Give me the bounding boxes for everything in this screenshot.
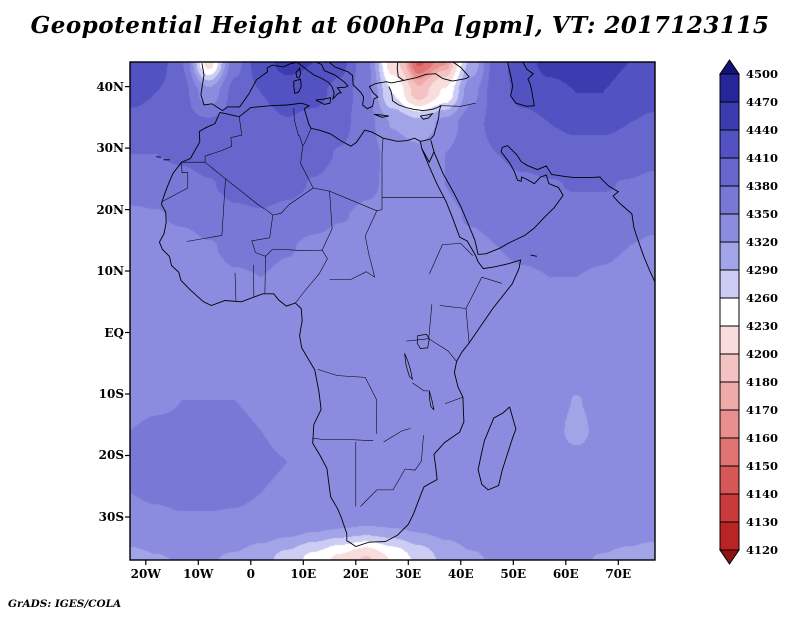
- grads-credit: GrADS: IGES/COLA: [8, 598, 122, 610]
- x-tick-label: 30E: [395, 567, 422, 581]
- map-plot-area: [125, 61, 656, 565]
- colorbar-tick-label: 4290: [746, 263, 779, 277]
- x-tick-label: 0: [246, 567, 255, 581]
- y-tick-label: 40N: [96, 79, 124, 94]
- x-tick-label: 10E: [290, 567, 317, 581]
- y-tick-label: EQ: [104, 325, 124, 340]
- colorbar-tick-label: 4470: [746, 95, 779, 109]
- x-tick-label: 60E: [552, 567, 579, 581]
- y-tick-label: 10N: [96, 264, 124, 279]
- x-tick-label: 20W: [130, 567, 161, 581]
- colorbar-tick-label: 4320: [746, 235, 779, 249]
- colorbar-tick-label: 4200: [746, 347, 779, 361]
- colorbar-tick-label: 4350: [746, 207, 779, 221]
- colorbar-tick-label: 4500: [746, 67, 779, 81]
- y-tick-label: 20S: [98, 448, 124, 463]
- colorbar-tick-label: 4260: [746, 291, 779, 305]
- y-tick-label: 10S: [98, 387, 124, 401]
- colorbar-tick-label: 4130: [746, 515, 779, 529]
- plot-title: Geopotential Height at 600hPa [gpm], VT:…: [30, 12, 770, 39]
- colorbar-tick-label: 4380: [746, 179, 779, 193]
- colorbar-tick-label: 4440: [746, 123, 779, 137]
- colorbar-tick-label: 4180: [746, 375, 779, 389]
- colorbar-tick-label: 4160: [746, 431, 779, 445]
- x-tick-label: 40E: [447, 567, 474, 581]
- y-tick-label: 20N: [96, 202, 124, 217]
- y-tick-label: 30S: [98, 509, 124, 524]
- x-tick-label: 20E: [342, 567, 369, 581]
- colorbar-tick-label: 4230: [746, 319, 779, 333]
- colorbar-tick-label: 4150: [746, 459, 779, 473]
- x-tick-label: 70E: [605, 567, 632, 581]
- colorbar-tick-label: 4140: [746, 487, 779, 501]
- y-tick-label: 30N: [96, 141, 124, 156]
- colorbar: [719, 59, 740, 565]
- field-canvas: [130, 62, 655, 560]
- colorbar-tick-label: 4410: [746, 151, 779, 165]
- colorbar-tick-label: 4120: [746, 543, 779, 557]
- x-tick-label: 10W: [183, 567, 214, 581]
- x-tick-label: 50E: [500, 567, 527, 581]
- map-overlay: [125, 61, 656, 565]
- colorbar-tick-label: 4170: [746, 403, 779, 417]
